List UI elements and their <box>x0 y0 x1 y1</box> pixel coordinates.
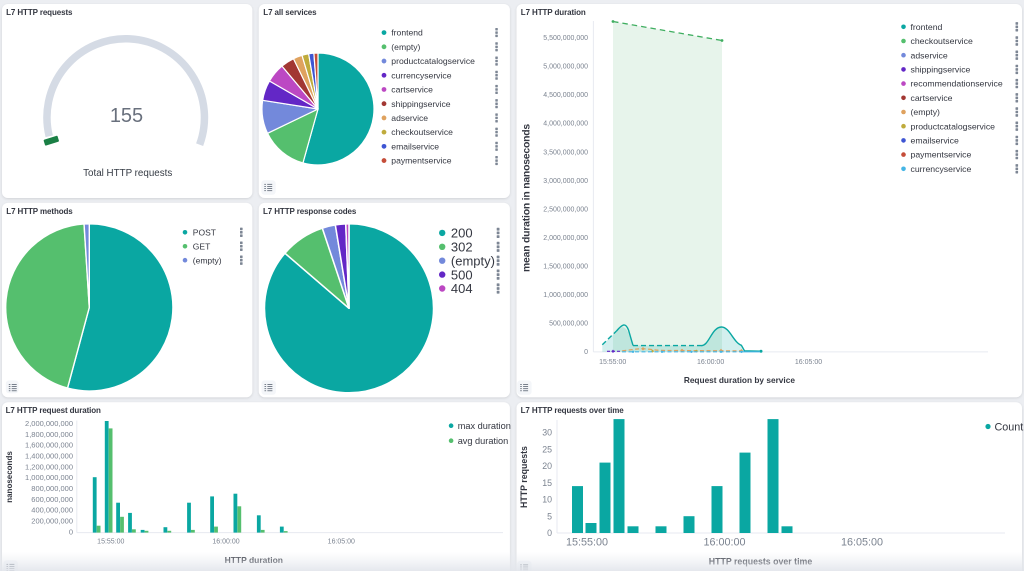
svg-text:productcatalogservice: productcatalogservice <box>391 56 475 66</box>
svg-text:max duration: max duration <box>458 421 511 431</box>
svg-text:avg duration: avg duration <box>458 436 509 446</box>
svg-text:1,000,000,000: 1,000,000,000 <box>25 473 73 482</box>
svg-text:4,500,000,000: 4,500,000,000 <box>543 92 588 99</box>
svg-text:15:55:00: 15:55:00 <box>97 539 124 546</box>
svg-text:0: 0 <box>584 349 588 356</box>
svg-text:800,000,000: 800,000,000 <box>31 484 73 493</box>
svg-text:400,000,000: 400,000,000 <box>31 506 73 515</box>
svg-text:emailservice: emailservice <box>911 136 959 146</box>
svg-text:emailservice: emailservice <box>391 141 439 151</box>
svg-text:200,000,000: 200,000,000 <box>31 516 73 525</box>
svg-text:1,000,000,000: 1,000,000,000 <box>543 292 588 299</box>
svg-text:10: 10 <box>542 495 552 505</box>
svg-text:500,000,000: 500,000,000 <box>549 321 588 328</box>
svg-text:L7 HTTP duration: L7 HTTP duration <box>521 8 586 17</box>
svg-text:Count: Count <box>995 421 1024 433</box>
svg-text:adservice: adservice <box>391 113 428 123</box>
svg-text:0: 0 <box>69 527 73 536</box>
svg-text:paymentservice: paymentservice <box>391 156 451 166</box>
svg-text:Request duration by service: Request duration by service <box>684 375 796 385</box>
svg-text:nanoseconds: nanoseconds <box>5 451 14 503</box>
svg-text:3,500,000,000: 3,500,000,000 <box>543 149 588 156</box>
svg-text:L7 HTTP requests: L7 HTTP requests <box>6 8 73 17</box>
svg-text:paymentservice: paymentservice <box>911 150 972 160</box>
svg-text:(empty): (empty) <box>193 255 222 265</box>
svg-text:25: 25 <box>542 444 552 454</box>
svg-text:500: 500 <box>451 267 473 282</box>
svg-text:1,400,000,000: 1,400,000,000 <box>25 451 73 460</box>
svg-text:2,500,000,000: 2,500,000,000 <box>543 206 588 213</box>
svg-text:POST: POST <box>193 227 216 237</box>
svg-text:L7 HTTP response codes: L7 HTTP response codes <box>263 207 357 216</box>
svg-text:15:55:00: 15:55:00 <box>566 537 608 549</box>
svg-text:1,200,000,000: 1,200,000,000 <box>25 462 73 471</box>
svg-text:productcatalogservice: productcatalogservice <box>911 121 996 131</box>
svg-text:2,000,000,000: 2,000,000,000 <box>543 235 588 242</box>
svg-text:15:55:00: 15:55:00 <box>599 359 626 366</box>
svg-text:30: 30 <box>542 428 552 438</box>
svg-text:600,000,000: 600,000,000 <box>31 495 73 504</box>
svg-text:cartservice: cartservice <box>911 93 953 103</box>
svg-text:cartservice: cartservice <box>391 85 433 95</box>
svg-text:shippingservice: shippingservice <box>391 99 450 109</box>
svg-text:16:05:00: 16:05:00 <box>328 539 355 546</box>
svg-text:mean duration in nanoseconds: mean duration in nanoseconds <box>521 124 532 272</box>
svg-text:L7 all services: L7 all services <box>263 8 317 17</box>
svg-text:currencyservice: currencyservice <box>391 70 451 80</box>
svg-text:15: 15 <box>542 478 552 488</box>
svg-text:GET: GET <box>193 241 210 251</box>
svg-text:HTTP requests: HTTP requests <box>519 446 529 508</box>
svg-text:5,500,000,000: 5,500,000,000 <box>543 35 588 42</box>
svg-text:1,500,000,000: 1,500,000,000 <box>543 263 588 270</box>
svg-text:4,000,000,000: 4,000,000,000 <box>543 121 588 128</box>
svg-text:3,000,000,000: 3,000,000,000 <box>543 178 588 185</box>
svg-text:currencyservice: currencyservice <box>911 164 972 174</box>
svg-text:16:05:00: 16:05:00 <box>795 359 822 366</box>
svg-text:5: 5 <box>547 511 552 521</box>
svg-text:L7 HTTP methods: L7 HTTP methods <box>6 207 73 216</box>
svg-text:shippingservice: shippingservice <box>911 65 971 75</box>
svg-text:0: 0 <box>547 528 552 538</box>
svg-text:16:05:00: 16:05:00 <box>841 537 883 549</box>
svg-text:(empty): (empty) <box>391 42 420 52</box>
svg-text:Total HTTP requests: Total HTTP requests <box>83 168 172 179</box>
svg-text:16:00:00: 16:00:00 <box>703 537 745 549</box>
svg-text:recommendationservice: recommendationservice <box>911 79 1003 89</box>
svg-text:20: 20 <box>542 461 552 471</box>
svg-text:(empty): (empty) <box>451 253 495 268</box>
svg-text:L7 HTTP requests over time: L7 HTTP requests over time <box>521 406 625 415</box>
svg-text:L7 HTTP request duration: L7 HTTP request duration <box>6 406 101 415</box>
svg-text:5,000,000,000: 5,000,000,000 <box>543 64 588 71</box>
svg-text:frontend: frontend <box>391 28 423 38</box>
svg-text:adservice: adservice <box>911 50 948 60</box>
svg-text:1,800,000,000: 1,800,000,000 <box>25 430 73 439</box>
svg-text:155: 155 <box>110 105 143 127</box>
svg-text:checkoutservice: checkoutservice <box>391 127 453 137</box>
svg-text:200: 200 <box>451 226 473 241</box>
svg-text:2,000,000,000: 2,000,000,000 <box>25 419 73 428</box>
svg-text:16:00:00: 16:00:00 <box>697 359 724 366</box>
svg-text:16:00:00: 16:00:00 <box>212 539 239 546</box>
svg-text:frontend: frontend <box>911 22 943 32</box>
svg-text:checkoutservice: checkoutservice <box>911 36 973 46</box>
svg-text:(empty): (empty) <box>911 107 941 117</box>
svg-text:302: 302 <box>451 239 473 254</box>
svg-text:404: 404 <box>451 281 473 296</box>
svg-text:1,600,000,000: 1,600,000,000 <box>25 441 73 450</box>
